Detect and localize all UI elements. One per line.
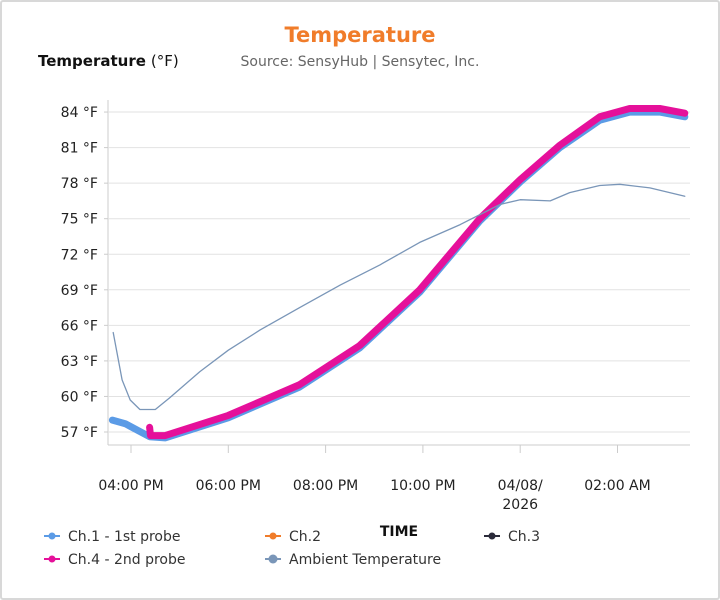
y-axis-unit: (°F)	[151, 52, 179, 70]
y-tick-label: 63 °F	[61, 354, 98, 370]
legend-item[interactable]: Ch.3	[484, 529, 540, 545]
chart-subtitle: Source: SensyHub | Sensytec, Inc.	[241, 54, 480, 70]
x-tick-label: 04:00 PM	[98, 478, 163, 494]
legend-item[interactable]: Ch.2	[265, 529, 321, 545]
y-tick-label: 84 °F	[61, 105, 98, 121]
x-tick-label: 2026	[502, 497, 538, 513]
y-tick-label: 66 °F	[61, 318, 98, 334]
chart-title: Temperature	[284, 23, 435, 47]
legend-label: Ch.2	[289, 529, 321, 545]
series-line-ch-1-1st-probe	[108, 108, 689, 442]
x-tick-label: 06:00 PM	[196, 478, 261, 494]
x-tick-label: 10:00 PM	[390, 478, 455, 494]
y-axis-title: Temperature (°F)	[38, 52, 179, 70]
y-axis-title-bold: Temperature	[38, 52, 146, 70]
series-line-ambient-temperature	[112, 183, 686, 411]
x-tick-label: 08:00 PM	[293, 478, 358, 494]
y-tick-label: 57 °F	[61, 425, 98, 441]
legend-label: Ambient Temperature	[289, 552, 441, 568]
y-tick-label: 72 °F	[61, 247, 98, 263]
legend-dot-marker	[48, 555, 56, 563]
legend-label: Ch.3	[508, 529, 540, 545]
legend-dot-marker	[269, 532, 277, 540]
legend-dot-marker	[48, 532, 56, 540]
legend-dot-marker	[488, 532, 496, 540]
legend-label: Ch.1 - 1st probe	[68, 529, 181, 545]
legend-label: Ch.4 - 2nd probe	[68, 552, 185, 568]
legend-item[interactable]: Ambient Temperature	[265, 552, 441, 568]
x-tick-label: 04/08/	[498, 478, 543, 494]
legend-dot-marker	[268, 554, 278, 564]
y-tick-label: 81 °F	[61, 141, 98, 157]
y-tick-label: 78 °F	[61, 176, 98, 192]
legend-item[interactable]: Ch.4 - 2nd probe	[44, 552, 185, 568]
y-tick-label: 75 °F	[61, 212, 98, 228]
legend-item[interactable]: Ch.1 - 1st probe	[44, 529, 181, 545]
x-axis-title: TIME	[380, 524, 418, 540]
y-tick-label: 60 °F	[61, 389, 98, 405]
y-tick-label: 69 °F	[61, 283, 98, 299]
x-tick-label: 02:00 AM	[584, 478, 650, 494]
series-line-ch-4-2nd-probe	[146, 105, 689, 440]
